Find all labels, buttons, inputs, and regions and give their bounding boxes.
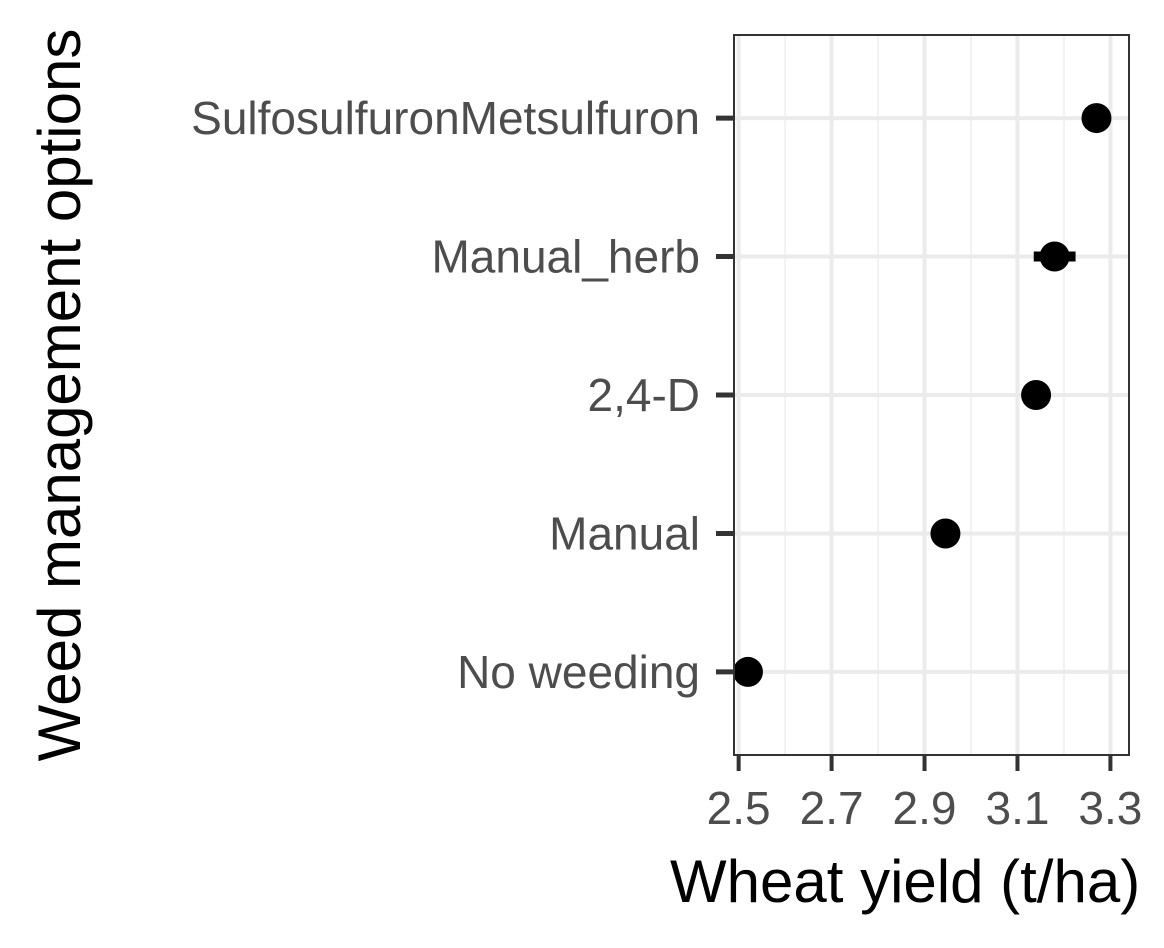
data-marks — [732, 103, 1112, 687]
x-tick-label: 3.3 — [1078, 782, 1142, 834]
y-axis: SulfosulfuronMetsulfuron Manual_herb 2,4-D… — [191, 92, 734, 698]
x-tick-label: 2.7 — [800, 782, 864, 834]
x-tick-label: 2.9 — [893, 782, 957, 834]
grid-lines — [734, 35, 1129, 755]
x-axis: 2.5 2.7 2.9 3.1 3.3 — [707, 755, 1142, 834]
y-tick-label: Manual_herb — [431, 231, 700, 283]
data-point — [732, 656, 763, 687]
y-axis-title: Weed management options — [26, 29, 93, 762]
data-point — [1021, 380, 1052, 410]
data-point — [930, 518, 961, 549]
y-tick-label: Manual — [549, 507, 700, 559]
x-tick-label: 3.1 — [985, 782, 1049, 834]
y-tick-label: SulfosulfuronMetsulfuron — [191, 92, 700, 144]
data-point — [1039, 241, 1070, 272]
x-tick-label: 2.5 — [707, 782, 771, 834]
y-tick-label: 2,4-D — [588, 369, 700, 421]
data-point — [1081, 103, 1112, 134]
y-tick-label: No weeding — [457, 646, 700, 698]
x-axis-title: Wheat yield (t/ha) — [670, 848, 1140, 915]
